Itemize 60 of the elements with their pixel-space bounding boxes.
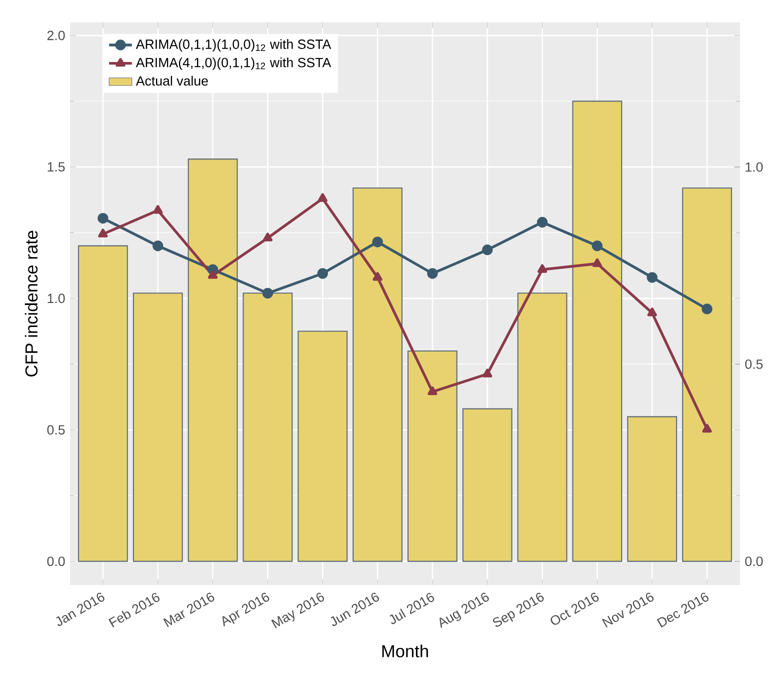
point [702,304,712,314]
bar [682,187,732,562]
point [702,424,712,433]
bar [352,187,403,562]
point [482,368,492,378]
legend-label: ARIMA(0,1,1)(1,0,0)$_{12}$ with SSTA [136,39,332,52]
point [537,264,548,273]
y-tick-label: 2.0 [47,30,65,40]
point [646,272,658,283]
point [98,212,108,224]
point [427,268,438,279]
point [428,386,438,396]
point [647,308,657,316]
point [262,232,273,242]
x-tick-label: Jul 2016 [390,593,434,624]
point [592,240,603,252]
point [262,288,274,299]
point [152,240,164,252]
x-axis-title: Month [382,644,428,658]
point [98,228,108,238]
point [208,270,218,279]
point [372,272,382,281]
y2-tick-label: 0.0 [745,556,763,566]
x-tick-label: Aug 2016 [440,592,489,628]
x-tick-label: Jun 2016 [330,592,379,626]
x-tick-label: Dec 2016 [656,592,708,628]
y2-tick-label: 1.0 [746,162,763,172]
x-tick-label: Mar 2016 [163,592,214,628]
bar [462,408,512,562]
legend-label: Actual value [136,76,208,86]
x-tick-label: Nov 2016 [602,592,654,628]
point [482,244,493,256]
bar [188,158,238,562]
x-tick-label: Sep 2016 [492,592,544,627]
y2-tick-label: 0.5 [745,359,763,369]
point [317,268,328,279]
y-tick-label: 0.5 [47,425,65,435]
point [592,258,602,267]
y-tick-label: 1.5 [48,162,65,172]
y-tick-label: 1.0 [48,294,65,304]
bar [242,292,293,562]
point [318,193,328,202]
bar [407,350,458,562]
point [536,216,548,228]
x-tick-label: Jan 2016 [56,592,104,626]
x-tick-label: Feb 2016 [108,593,160,628]
point [153,205,163,214]
y-axis-title: CFP incidence rate [24,230,38,376]
legend-label: ARIMA(4,1,0)(0,1,1)$_{12}$ with SSTA [136,58,332,70]
bar [572,100,622,562]
bar [298,330,348,562]
point [372,236,383,248]
bar [517,292,568,562]
x-tick-label: Apr 2016 [222,592,270,627]
y-tick-label: 0.0 [47,556,65,566]
bar [132,292,183,562]
bar [78,245,128,562]
bar [627,416,678,562]
x-tick-label: May 2016 [271,592,324,628]
x-tick-label: Oct 2016 [550,592,599,625]
